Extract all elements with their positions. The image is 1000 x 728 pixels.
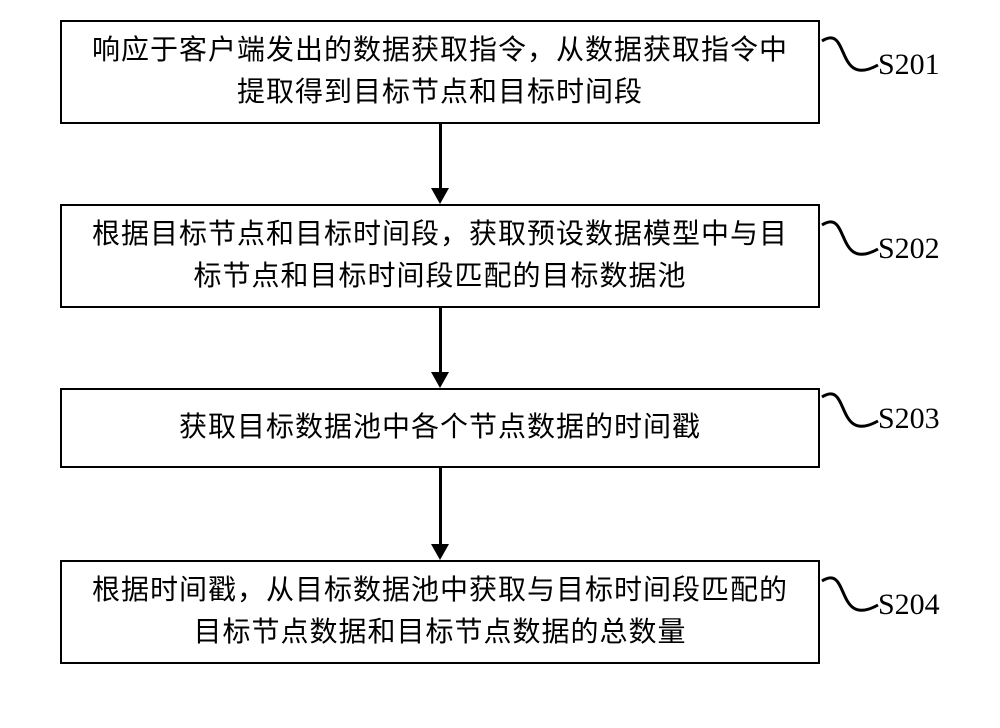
arrow-line <box>439 468 442 544</box>
flow-step-label-s202: S202 <box>878 232 940 266</box>
arrow-line <box>439 308 442 372</box>
flow-step-label-s203: S203 <box>878 402 940 436</box>
flow-step-s202: 根据目标节点和目标时间段，获取预设数据模型中与目标节点和目标时间段匹配的目标数据… <box>60 204 820 308</box>
label-connector-curve <box>820 216 880 276</box>
flow-step-text: 根据目标节点和目标时间段，获取预设数据模型中与目标节点和目标时间段匹配的目标数据… <box>82 214 798 298</box>
flow-step-text: 根据时间戳，从目标数据池中获取与目标时间段匹配的目标节点数据和目标节点数据的总数… <box>82 570 798 654</box>
label-connector-curve <box>820 572 880 632</box>
arrow-head-icon <box>431 544 449 560</box>
flow-step-text: 响应于客户端发出的数据获取指令，从数据获取指令中提取得到目标节点和目标时间段 <box>82 30 798 114</box>
flow-step-s204: 根据时间戳，从目标数据池中获取与目标时间段匹配的目标节点数据和目标节点数据的总数… <box>60 560 820 664</box>
arrow-head-icon <box>431 188 449 204</box>
label-connector-curve <box>820 388 880 448</box>
arrow-line <box>439 124 442 188</box>
flow-step-label-s204: S204 <box>878 588 940 622</box>
flow-step-s201: 响应于客户端发出的数据获取指令，从数据获取指令中提取得到目标节点和目标时间段 <box>60 20 820 124</box>
flow-step-s203: 获取目标数据池中各个节点数据的时间戳 <box>60 388 820 468</box>
arrow-head-icon <box>431 372 449 388</box>
flowchart-canvas: 响应于客户端发出的数据获取指令，从数据获取指令中提取得到目标节点和目标时间段 S2… <box>0 0 1000 728</box>
flow-step-text: 获取目标数据池中各个节点数据的时间戳 <box>179 407 701 449</box>
label-connector-curve <box>820 32 880 92</box>
flow-step-label-s201: S201 <box>878 48 940 82</box>
